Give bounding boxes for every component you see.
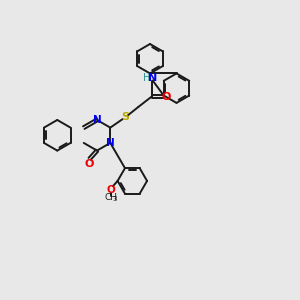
Text: O: O — [84, 159, 94, 169]
Text: S: S — [121, 112, 129, 122]
Text: N: N — [148, 73, 157, 82]
Text: H: H — [143, 73, 150, 82]
Text: O: O — [161, 92, 171, 102]
Text: CH: CH — [105, 194, 118, 202]
Text: N: N — [93, 115, 101, 125]
Text: 3: 3 — [112, 196, 117, 202]
Text: N: N — [106, 138, 115, 148]
Text: O: O — [107, 185, 116, 195]
